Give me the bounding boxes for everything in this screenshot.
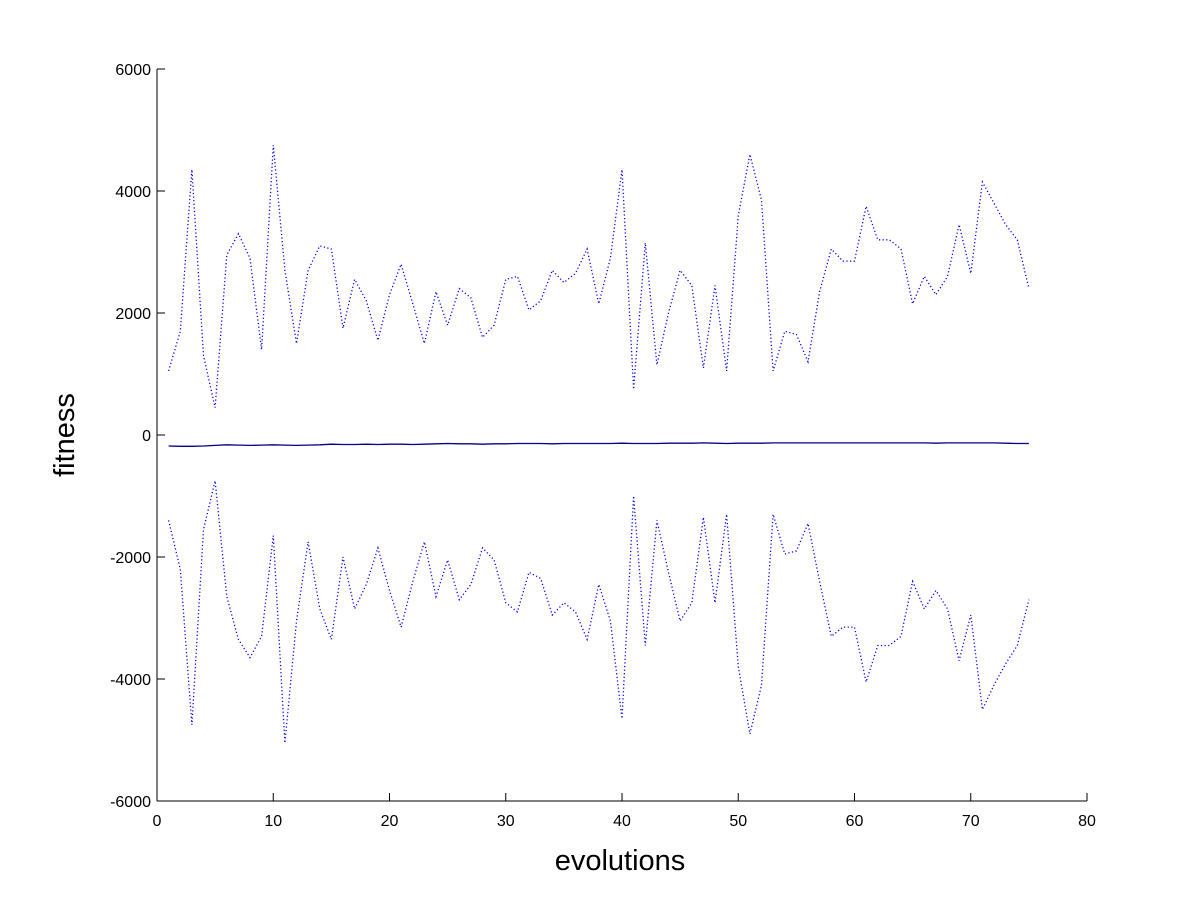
x-tick-label: 30 xyxy=(497,813,515,830)
x-tick-label: 80 xyxy=(1078,813,1096,830)
y-axis-ticks: -6000 -4000 -2000 0 2000 4000 6000 xyxy=(110,62,165,811)
x-tick-label: 10 xyxy=(264,813,282,830)
x-tick-label: 0 xyxy=(153,813,162,830)
y-tick-label: 4000 xyxy=(115,184,151,201)
mean-series-line xyxy=(168,442,1029,447)
x-axis-ticks: 0 10 20 30 40 50 60 70 80 xyxy=(153,793,1096,830)
x-tick-label: 40 xyxy=(613,813,631,830)
y-tick-label: -4000 xyxy=(110,672,151,689)
y-tick-label: -2000 xyxy=(110,550,151,567)
lower-bound-series-line xyxy=(167,480,1030,744)
plot-area xyxy=(157,69,1087,801)
x-tick-label: 60 xyxy=(846,813,864,830)
y-tick-label: -6000 xyxy=(110,794,151,811)
series-layer xyxy=(167,145,1030,744)
x-axis-title: evolutions xyxy=(555,845,686,877)
y-tick-label: 2000 xyxy=(115,306,151,323)
y-axis-title: fitness xyxy=(49,393,81,477)
x-tick-label: 70 xyxy=(962,813,980,830)
y-tick-label: 6000 xyxy=(115,62,151,79)
x-tick-label: 20 xyxy=(381,813,399,830)
y-tick-label: 0 xyxy=(142,428,151,445)
x-tick-label: 50 xyxy=(729,813,747,830)
